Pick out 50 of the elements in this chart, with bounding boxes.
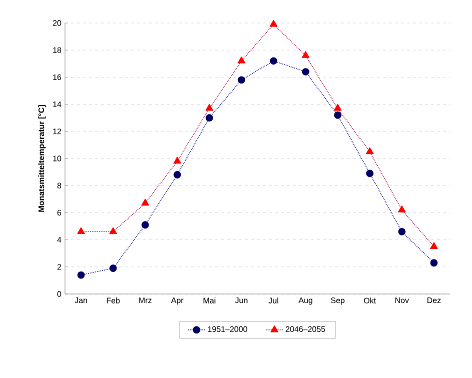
point [174, 171, 181, 178]
x-tick-label: Jun [235, 298, 248, 304]
point [270, 20, 278, 27]
point [334, 111, 342, 119]
point [398, 228, 406, 236]
point [430, 259, 438, 267]
legend-label: 1951–2000 [208, 326, 248, 332]
y-tick-label: 16 [53, 74, 62, 80]
x-tick-label: Apr [171, 298, 184, 305]
x-tick-label: Mrz [139, 298, 152, 304]
x-tick-label: Mai [204, 298, 216, 304]
y-tick-label: 4 [57, 237, 62, 243]
y-tick-label: 14 [53, 102, 62, 108]
point [173, 156, 182, 164]
point [302, 68, 310, 76]
point [238, 76, 246, 84]
point [109, 264, 117, 272]
point [109, 227, 117, 234]
point [270, 57, 278, 65]
point [430, 242, 438, 249]
x-tick-label: Jul [268, 298, 278, 304]
x-tick-label: Dez [428, 298, 441, 304]
point [142, 221, 149, 229]
point [302, 51, 310, 58]
point [141, 198, 150, 206]
point [77, 227, 85, 234]
point [398, 206, 406, 212]
point [238, 56, 246, 64]
x-tick-label: Aug [298, 298, 312, 305]
y-tick-label: 8 [57, 182, 62, 188]
point [334, 104, 342, 111]
x-tick-label: Feb [106, 298, 120, 304]
y-axis-title: Monatsmitteltemperatur [°C] [38, 105, 46, 212]
y-tick-label: 12 [53, 128, 62, 134]
x-tick-label: Jan [74, 298, 87, 304]
x-tick-label: Sep [330, 298, 344, 305]
point [77, 271, 85, 279]
legend-label: 2046–2055 [286, 326, 326, 332]
y-tick-label: 6 [57, 210, 62, 216]
x-tick-label: Okt [364, 298, 376, 304]
point [206, 114, 214, 122]
y-tick-label: 0 [57, 291, 62, 297]
y-tick-label: 18 [53, 47, 62, 53]
y-tick-label: 20 [52, 20, 62, 26]
point [366, 147, 374, 154]
y-tick-label: 10 [53, 156, 62, 162]
point [206, 104, 214, 111]
x-tick-label: Nov [395, 298, 409, 304]
y-tick-label: 2 [57, 264, 62, 270]
point [366, 170, 374, 178]
